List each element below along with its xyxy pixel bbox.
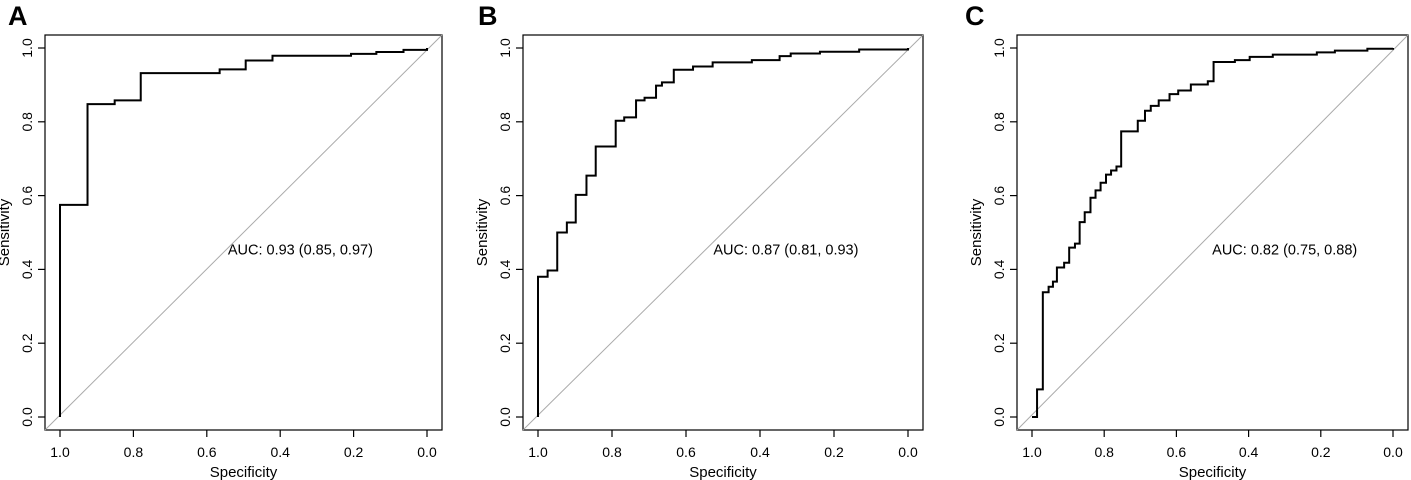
y-tick-label: 0.4 (497, 259, 513, 279)
y-axis-title: Sensitivity (474, 198, 491, 266)
x-tick-label: 0.8 (602, 444, 622, 460)
y-tick-label: 0.6 (19, 186, 35, 206)
y-axis-title: Sensitivity (0, 198, 13, 266)
roc-curve (59, 48, 428, 417)
y-tick-label: 0.2 (19, 333, 35, 353)
roc-curve (537, 48, 909, 417)
y-tick-label: 0.4 (991, 259, 1007, 279)
roc-plot-c: 1.0 0.8 0.6 0.4 0.2 0.0 0.0 0.2 0.4 0.6 0.8 1.0 Spec… (968, 34, 1409, 480)
auc-annotation: AUC: 0.87 (0.81, 0.93) (713, 243, 858, 259)
y-tick-label: 1.0 (19, 38, 35, 58)
y-tick-label: 0.0 (497, 407, 513, 427)
roc-curve (1032, 47, 1394, 418)
y-axis-title: Sensitivity (968, 198, 985, 266)
panel-letter-c: C (965, 1, 985, 31)
x-tick-label: 1.0 (1022, 444, 1042, 460)
auc-annotation: AUC: 0.82 (0.75, 0.88) (1212, 243, 1357, 259)
y-tick-label: 1.0 (991, 38, 1007, 58)
panel-letter-b: B (478, 1, 498, 31)
panel-letter-a: A (8, 1, 28, 31)
y-tick-label: 0.8 (19, 112, 35, 132)
x-tick-label: 0.2 (344, 444, 364, 460)
y-tick-label: 0.2 (991, 333, 1007, 353)
x-tick-label: 0.6 (1167, 444, 1187, 460)
plot-box (44, 34, 443, 431)
roc-plot-a: 1.0 0.8 0.6 0.4 0.2 0.0 0.0 0.2 0.4 0.6 0.8 1.0 Spec… (0, 34, 443, 480)
y-tick-label: 0.2 (497, 333, 513, 353)
x-axis-title: Specificity (1179, 464, 1247, 480)
x-tick-label: 0.2 (824, 444, 844, 460)
x-tick-label: 0.4 (270, 444, 290, 460)
y-tick-label: 0.4 (19, 259, 35, 279)
auc-annotation: AUC: 0.93 (0.85, 0.97) (228, 243, 373, 259)
y-tick-label: 0.0 (19, 407, 35, 427)
y-tick-label: 1.0 (497, 38, 513, 58)
plot-box (522, 34, 924, 431)
x-tick-label: 0.0 (1383, 444, 1403, 460)
roc-plot-b: 1.0 0.8 0.6 0.4 0.2 0.0 0.0 0.2 0.4 0.6 0.8 1.0 Spec… (474, 34, 924, 480)
x-tick-label: 0.2 (1311, 444, 1331, 460)
y-tick-label: 0.0 (991, 407, 1007, 427)
y-tick-label: 0.8 (497, 112, 513, 132)
x-axis-title: Specificity (210, 464, 278, 480)
x-tick-label: 1.0 (528, 444, 548, 460)
x-tick-label: 0.0 (898, 444, 918, 460)
x-tick-label: 0.6 (676, 444, 696, 460)
x-tick-label: 0.8 (1094, 444, 1114, 460)
y-tick-label: 0.6 (497, 186, 513, 206)
roc-panel-b: 1.0 0.8 0.6 0.4 0.2 0.0 0.0 0.2 0.4 0.6 0.8 1.0 Spec… (470, 0, 940, 480)
plot-box (1016, 34, 1409, 431)
roc-panel-c: 1.0 0.8 0.6 0.4 0.2 0.0 0.0 0.2 0.4 0.6 0.8 1.0 Spec… (940, 0, 1411, 480)
x-axis-title: Specificity (689, 464, 757, 480)
x-tick-label: 0.8 (124, 444, 144, 460)
x-tick-label: 0.6 (197, 444, 217, 460)
chance-diagonal-line (522, 34, 924, 431)
y-tick-label: 0.6 (991, 186, 1007, 206)
x-tick-label: 0.4 (750, 444, 770, 460)
chance-diagonal-line (44, 34, 443, 431)
x-tick-label: 0.4 (1239, 444, 1259, 460)
x-tick-label: 1.0 (50, 444, 70, 460)
chance-diagonal-line (1016, 34, 1409, 431)
roc-panel-a: 1.0 0.8 0.6 0.4 0.2 0.0 0.0 0.2 0.4 0.6 0.8 1.0 Spec… (0, 0, 470, 480)
x-tick-label: 0.0 (417, 444, 437, 460)
y-tick-label: 0.8 (991, 112, 1007, 132)
